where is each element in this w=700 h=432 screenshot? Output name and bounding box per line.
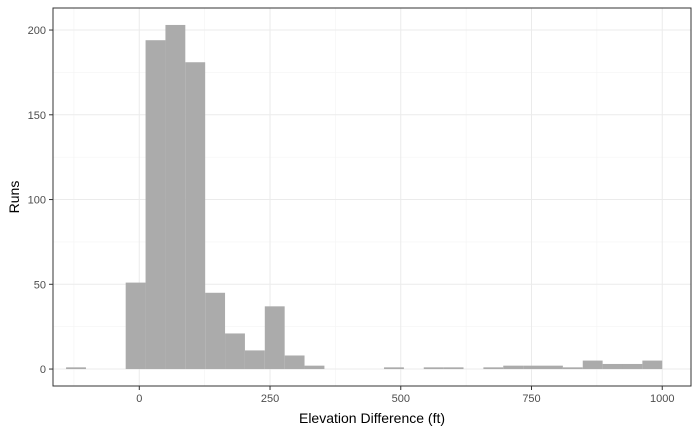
y-axis-title: Runs [6, 181, 22, 214]
y-tick-label: 50 [34, 279, 46, 291]
histogram-bars [66, 24, 663, 370]
histogram-bar [205, 292, 226, 370]
histogram-bar [384, 367, 404, 370]
histogram-bar [582, 360, 603, 370]
y-tick-label: 0 [40, 364, 46, 376]
histogram-bar [642, 360, 663, 370]
y-tick-label: 150 [28, 110, 46, 122]
histogram-bar [423, 367, 444, 370]
histogram-bar [304, 365, 325, 370]
histogram-bar [562, 367, 583, 370]
y-axis: 0 50 100 150 200 [28, 25, 53, 376]
histogram-bar [66, 367, 86, 370]
histogram-bar [622, 363, 643, 370]
x-tick-label: 1000 [650, 393, 674, 405]
histogram-bar [145, 40, 166, 370]
histogram-bar [264, 306, 285, 370]
histogram-bar [483, 367, 504, 370]
histogram-bar [523, 365, 544, 370]
x-tick-label: 750 [522, 393, 540, 405]
histogram-bar [284, 355, 305, 370]
histogram-bar [244, 350, 265, 370]
y-tick-label: 200 [28, 25, 46, 37]
y-tick-label: 100 [28, 195, 46, 207]
histogram-bar [503, 365, 524, 370]
histogram-bar [443, 367, 464, 370]
panel-border [52, 7, 692, 387]
histogram-bar [543, 365, 563, 370]
histogram-bar [225, 333, 245, 370]
histogram-bar [125, 282, 146, 370]
x-axis: 0 250 500 750 1000 [136, 386, 674, 405]
histogram-bar [602, 363, 623, 370]
x-tick-label: 250 [261, 393, 279, 405]
x-tick-label: 0 [136, 393, 142, 405]
histogram-bar [185, 62, 206, 370]
x-tick-label: 500 [392, 393, 410, 405]
histogram-bar [165, 24, 186, 370]
x-axis-title: Elevation Difference (ft) [299, 410, 445, 426]
